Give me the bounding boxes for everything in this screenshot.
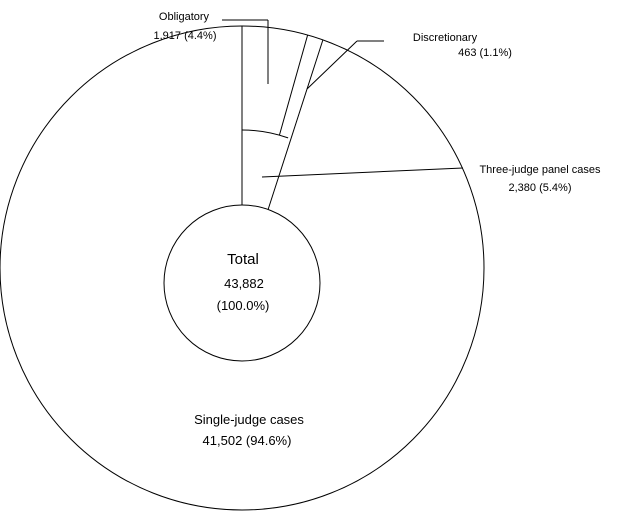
label-obligatory: Obligatory	[159, 11, 210, 23]
label-single-judge: Single-judge cases	[194, 412, 304, 427]
subslice-divider-obligatory-discretionary	[278, 34, 309, 136]
center-title: Total	[227, 251, 259, 268]
value-discretionary: 463 (1.1%)	[458, 47, 512, 59]
center-total: 43,882	[224, 276, 264, 291]
label-three-judge: Three-judge panel cases	[479, 164, 601, 176]
leader-line-three-judge	[261, 167, 464, 178]
center-percent: (100.0%)	[217, 298, 270, 313]
value-three-judge: 2,380 (5.4%)	[509, 182, 572, 194]
label-discretionary: Discretionary	[413, 32, 478, 44]
leader-line-discretionary	[306, 40, 358, 90]
value-obligatory: 1,917 (4.4%)	[154, 30, 217, 42]
value-single-judge: 41,502 (94.6%)	[203, 433, 292, 448]
slice-divider-three-single	[267, 39, 324, 210]
subslice-boundary-arc	[241, 129, 289, 139]
